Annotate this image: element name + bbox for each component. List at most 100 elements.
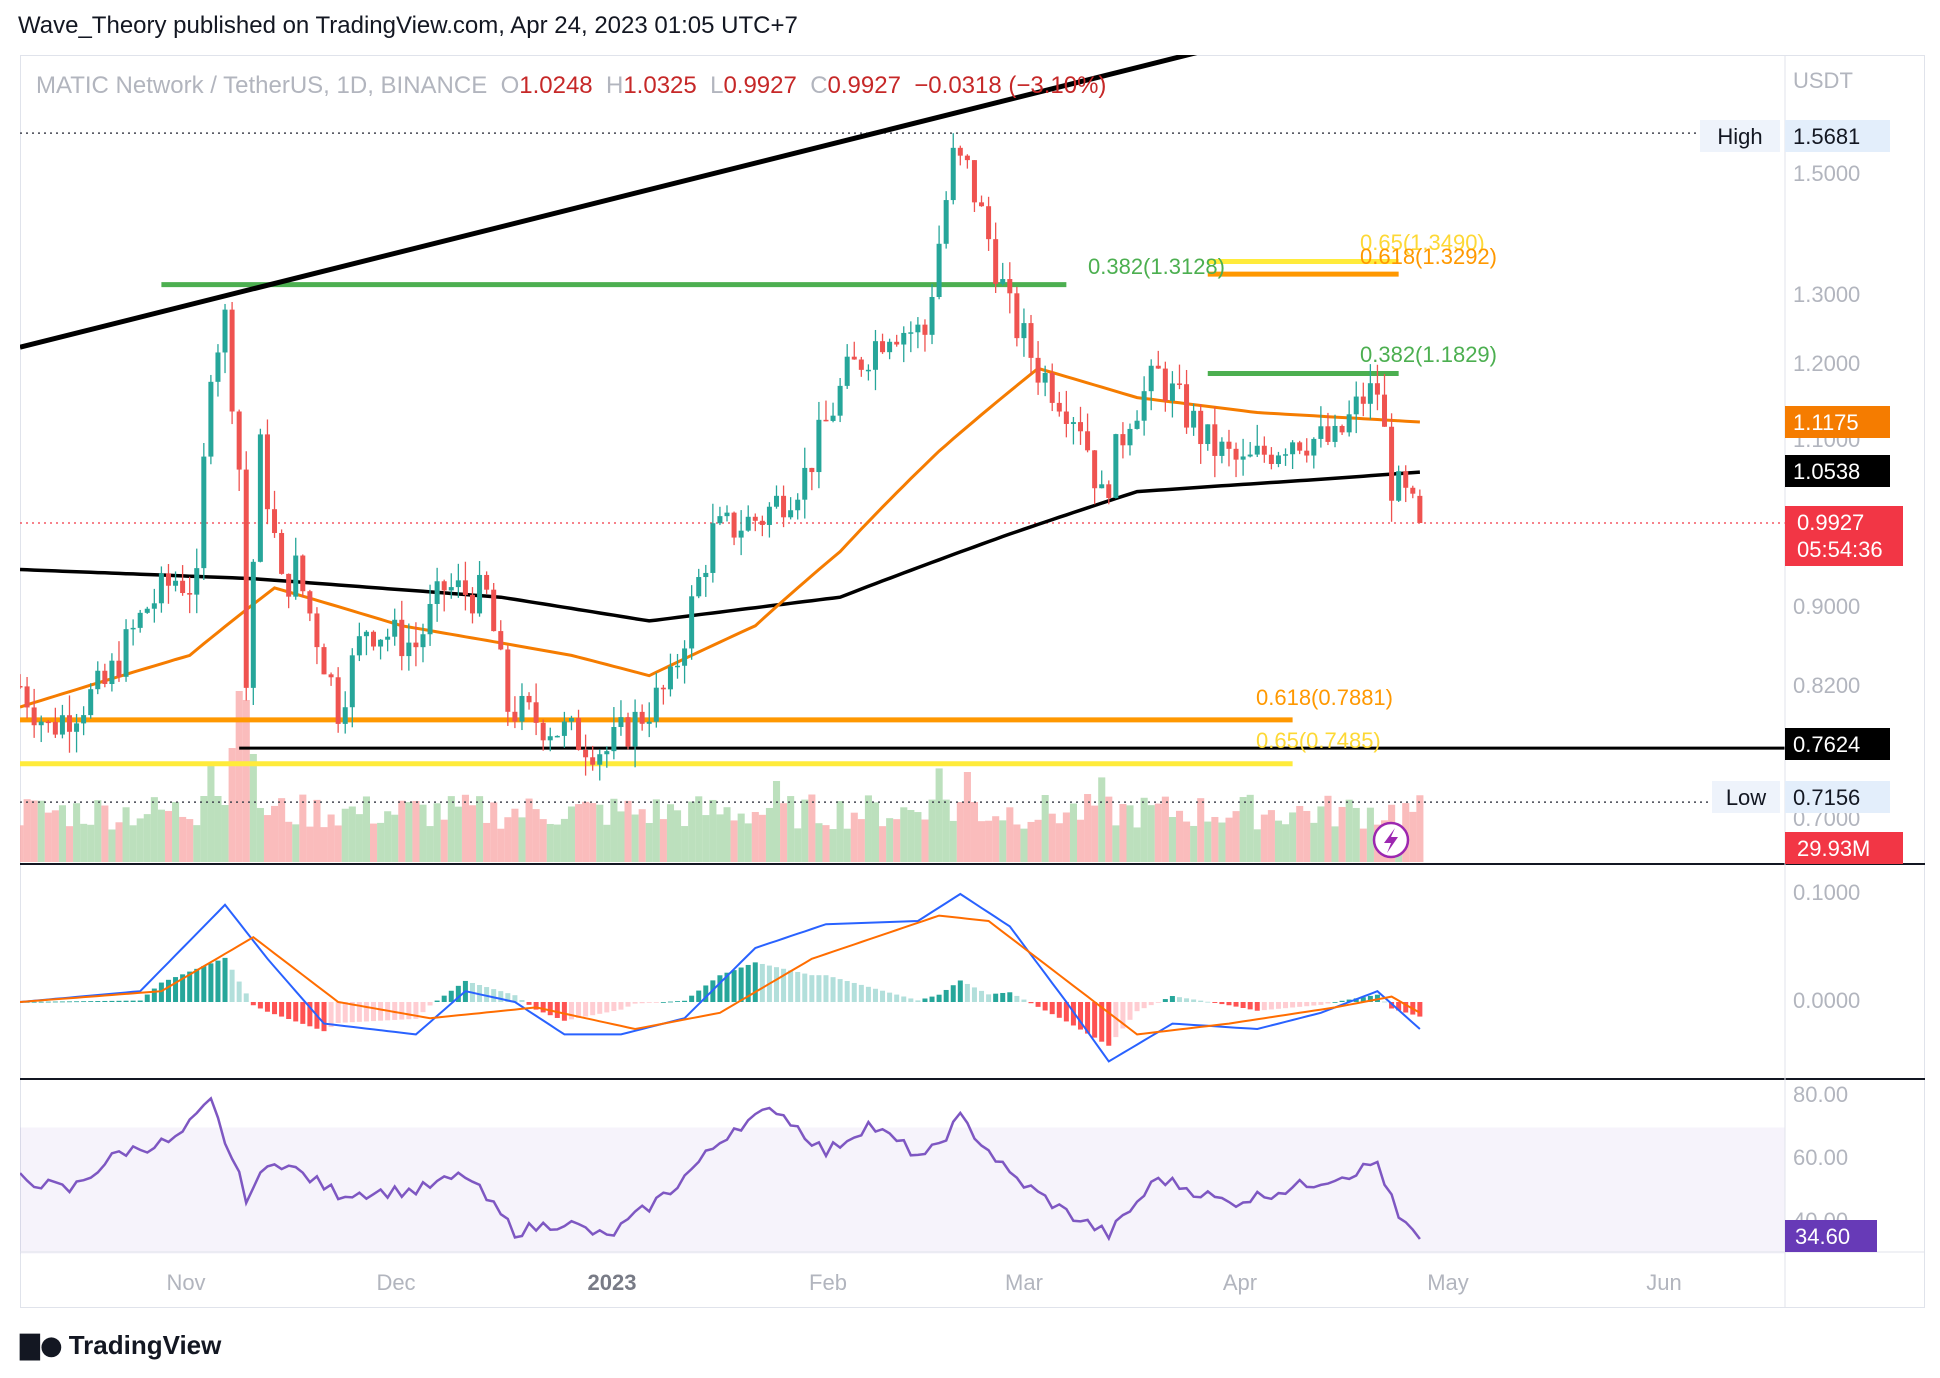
- candle-body: [151, 603, 157, 609]
- macd-histogram-bar: [378, 1002, 384, 1021]
- volume-bar: [765, 808, 773, 862]
- macd-histogram-bar: [576, 1002, 582, 1018]
- candle-body: [1233, 448, 1239, 460]
- macd-histogram-bar: [837, 979, 843, 1002]
- macd-histogram-bar: [1304, 1002, 1310, 1007]
- candle-body: [342, 707, 348, 724]
- macd-histogram-bar: [173, 977, 179, 1002]
- legend-open-label: O: [500, 72, 520, 99]
- macd-histogram-bar: [180, 974, 186, 1002]
- volume-bar: [341, 808, 349, 862]
- volume-bar: [1345, 799, 1353, 862]
- ema200-line: [20, 470, 1421, 623]
- macd-histogram-bar: [1162, 999, 1168, 1002]
- candle-body: [1353, 396, 1359, 415]
- candle-body: [1063, 411, 1069, 424]
- volume-bar: [575, 804, 583, 862]
- ema200-tag-value: 1.0538: [1793, 459, 1860, 484]
- volume-bar: [461, 794, 469, 862]
- candle-body: [1339, 425, 1345, 433]
- macd-histogram-bar: [307, 1002, 313, 1027]
- macd-histogram-bar: [1198, 1000, 1204, 1002]
- macd-histogram-bar: [865, 986, 871, 1002]
- candle-body: [165, 573, 171, 586]
- volume-bar: [1197, 798, 1205, 862]
- macd-histogram-bar: [604, 1002, 610, 1013]
- macd-histogram-bar: [484, 987, 490, 1002]
- macd-histogram-bar: [215, 960, 221, 1002]
- rsi-tag-box: [1785, 1220, 1877, 1252]
- candle-body: [1042, 372, 1048, 383]
- candle-body: [512, 711, 518, 722]
- volume-bar: [1204, 821, 1212, 862]
- volume-bar: [949, 820, 957, 862]
- candle-body: [922, 324, 928, 335]
- candle-body: [1000, 279, 1006, 284]
- volume-bar: [1274, 820, 1283, 862]
- candle-body: [363, 631, 369, 637]
- candle-body: [300, 555, 306, 592]
- volume-bar: [801, 799, 809, 862]
- macd-histogram-bar: [1099, 1002, 1105, 1042]
- macd-histogram-bar: [1028, 1002, 1034, 1004]
- macd-histogram-bar: [144, 994, 150, 1002]
- macd-histogram-bar: [731, 970, 737, 1002]
- candle-body: [59, 715, 65, 735]
- volume-bar: [80, 823, 88, 862]
- macd-histogram-bar: [137, 1000, 143, 1002]
- candle-body: [1268, 454, 1274, 464]
- volume-bar: [843, 828, 851, 862]
- volume-bar: [1098, 777, 1106, 862]
- volume-bar: [172, 802, 180, 862]
- candle-body: [371, 631, 376, 647]
- volume-bar: [37, 800, 45, 862]
- volume-bar: [278, 798, 286, 862]
- volume-bar: [299, 794, 307, 862]
- time-tick: Feb: [809, 1270, 847, 1295]
- candle-body: [1169, 383, 1175, 401]
- macd-histogram-bar: [1035, 1002, 1041, 1007]
- volume-bar: [1091, 805, 1099, 862]
- macd-histogram-bar: [1049, 1002, 1055, 1015]
- macd-histogram-bar: [540, 1002, 546, 1013]
- candle-body: [590, 757, 596, 765]
- candle-body: [830, 415, 836, 421]
- volume-bar: [150, 797, 158, 862]
- volume-bar: [1232, 811, 1240, 862]
- volume-bar: [1034, 819, 1042, 862]
- macd-histogram-bar: [1339, 1000, 1345, 1002]
- candle-body: [682, 648, 688, 666]
- macd-histogram-bar: [45, 1001, 51, 1003]
- candle-body: [52, 721, 58, 735]
- volume-bar: [362, 796, 370, 862]
- macd-histogram-bar: [1360, 997, 1366, 1002]
- rsi-band: [20, 1127, 1785, 1254]
- candle-body: [1155, 365, 1161, 369]
- macd-histogram-bar: [568, 1002, 574, 1020]
- candle-body: [1070, 422, 1076, 424]
- volume-bar: [200, 796, 208, 862]
- macd-histogram-bar: [1063, 1002, 1069, 1022]
- volume-bar: [511, 808, 519, 862]
- candle-body: [1325, 426, 1331, 442]
- volume-bar: [567, 806, 576, 862]
- macd-histogram-bar: [236, 981, 242, 1002]
- macd-histogram-bar: [392, 1002, 398, 1020]
- volume-bar: [108, 829, 116, 862]
- candle-body: [38, 721, 44, 726]
- lightning-icon[interactable]: [1372, 821, 1410, 859]
- candle-body: [434, 581, 440, 604]
- volume-bar: [405, 802, 413, 862]
- candle-body: [208, 381, 214, 457]
- volume-bar: [129, 825, 137, 862]
- macd-histogram-bar: [286, 1002, 292, 1020]
- macd-histogram-bar: [123, 1000, 129, 1002]
- volume-bar: [631, 814, 639, 862]
- candle-body: [802, 467, 808, 500]
- candle-body: [1120, 434, 1126, 446]
- candle-body: [986, 206, 992, 240]
- candle-body: [498, 631, 504, 650]
- macd-histogram-bar: [979, 990, 985, 1002]
- macd-histogram-bar: [964, 983, 970, 1002]
- macd-histogram-bar: [257, 1002, 263, 1009]
